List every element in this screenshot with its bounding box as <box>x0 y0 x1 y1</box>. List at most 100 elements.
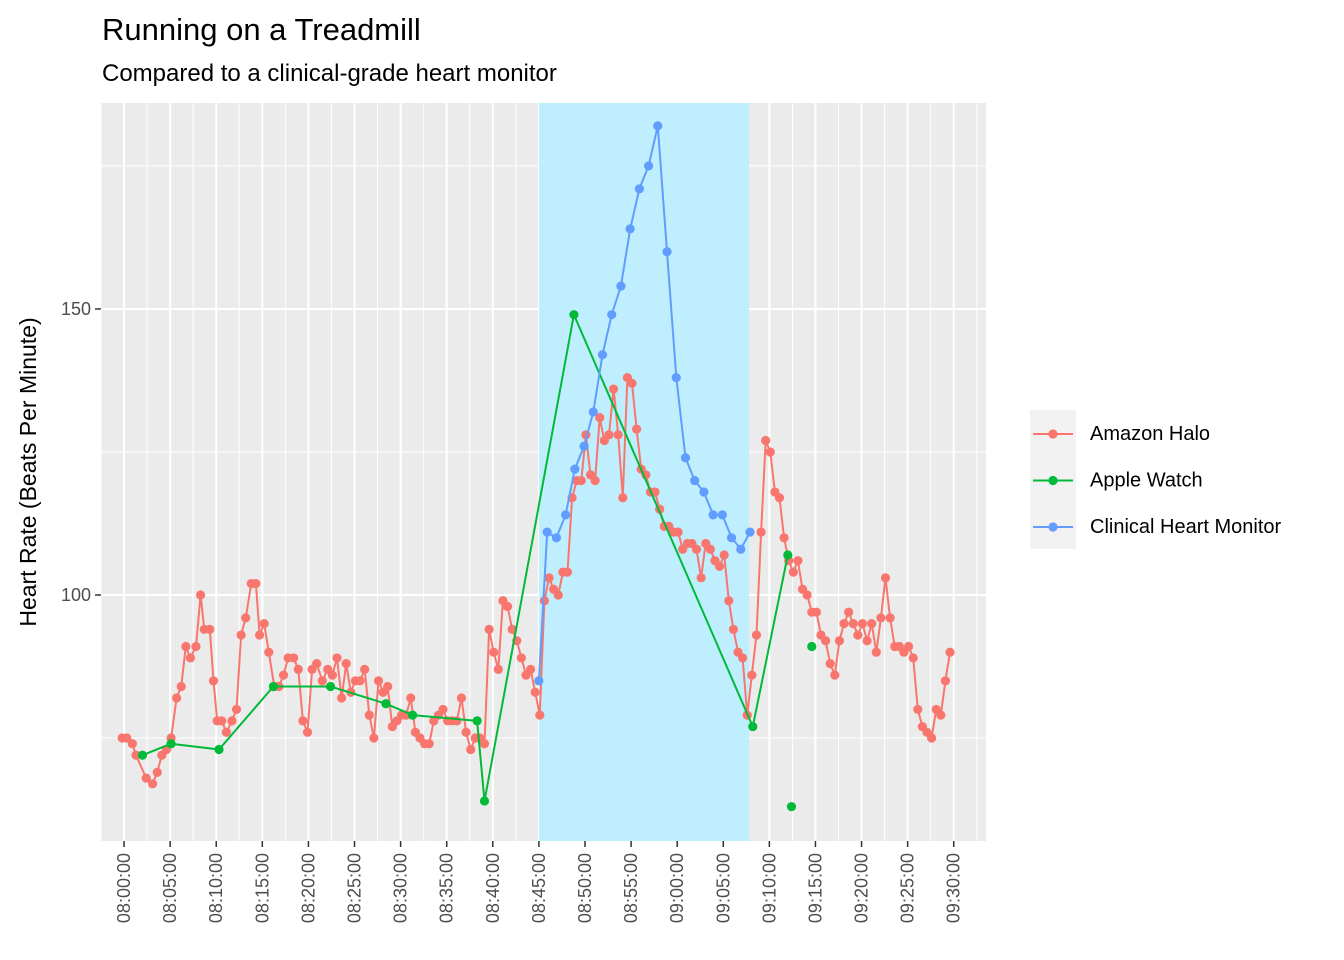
data-point <box>820 636 831 646</box>
data-point <box>341 659 351 669</box>
data-point <box>152 767 162 777</box>
data-point <box>452 716 462 726</box>
legend: Amazon Halo Apple Watch Clinical Heart Mon… <box>1030 410 1282 549</box>
x-tick-label: 09:00:00 <box>667 853 687 923</box>
data-point <box>191 641 201 652</box>
data-point <box>289 653 299 663</box>
data-point <box>181 641 191 652</box>
data-point <box>364 710 374 720</box>
data-point <box>747 670 757 680</box>
data-point <box>671 373 681 383</box>
data-point <box>317 676 327 686</box>
data-point <box>539 596 550 606</box>
data-point <box>736 544 746 554</box>
x-tick-label: 08:35:00 <box>437 853 457 923</box>
data-point <box>719 550 729 560</box>
data-point <box>751 630 762 640</box>
data-point <box>579 441 589 451</box>
data-point <box>530 687 540 697</box>
x-tick-label: 08:20:00 <box>298 853 318 923</box>
series-layer <box>117 121 955 812</box>
data-point <box>945 647 955 657</box>
data-point <box>185 653 196 663</box>
x-tick-label: 09:05:00 <box>713 853 733 923</box>
data-point <box>756 527 766 537</box>
data-point <box>885 613 895 623</box>
data-point <box>360 664 370 674</box>
data-point <box>839 619 849 629</box>
legend-key-point <box>1048 475 1058 486</box>
data-point <box>525 664 536 674</box>
data-point <box>765 447 775 457</box>
data-point <box>472 716 482 726</box>
data-point <box>406 693 416 703</box>
data-point <box>332 653 342 663</box>
x-tick-label: 08:10:00 <box>206 853 226 923</box>
data-point <box>714 561 725 571</box>
data-point <box>779 533 789 543</box>
x-tick-label: 08:00:00 <box>114 853 134 923</box>
data-point <box>613 430 623 440</box>
axes-layer: 08:00:00 08:05:00 08:10:00 08:15:00 08:20:00… <box>61 299 964 923</box>
data-point <box>337 693 347 703</box>
data-point <box>278 670 289 680</box>
data-point <box>940 676 951 686</box>
data-point <box>724 596 734 606</box>
data-point <box>634 184 644 194</box>
data-point <box>327 670 337 680</box>
legend-label: Apple Watch <box>1090 470 1203 492</box>
data-point <box>553 590 563 600</box>
data-point <box>691 544 702 554</box>
data-point <box>148 779 158 789</box>
data-point <box>562 567 573 577</box>
data-point <box>176 681 186 692</box>
data-point <box>217 716 227 726</box>
chart-title: Running on a Treadmill <box>102 12 421 47</box>
y-tick-label: 150 <box>61 299 91 319</box>
data-point <box>208 676 219 686</box>
data-point <box>171 693 182 703</box>
data-point <box>236 630 246 640</box>
data-point <box>251 578 261 589</box>
data-point <box>205 624 215 634</box>
data-point <box>254 630 265 640</box>
data-point <box>381 699 391 709</box>
data-point <box>241 613 251 623</box>
data-point <box>662 247 672 257</box>
data-point <box>561 510 571 520</box>
data-point <box>913 704 923 715</box>
data-point <box>618 493 628 503</box>
series-amazon-halo <box>117 373 955 789</box>
data-point <box>761 435 771 446</box>
data-point <box>293 664 303 674</box>
data-point <box>853 630 863 640</box>
data-point <box>479 796 490 806</box>
data-point <box>576 475 586 486</box>
y-tick-label: 100 <box>61 585 91 605</box>
x-tick-label: 08:05:00 <box>160 853 180 923</box>
chart-subtitle: Compared to a clinical-grade heart monit… <box>102 60 557 87</box>
data-point <box>748 721 758 732</box>
data-point <box>221 727 231 737</box>
data-point <box>597 350 608 360</box>
x-tick-label: 09:10:00 <box>759 853 779 923</box>
data-point <box>489 647 499 657</box>
data-point <box>705 544 715 554</box>
data-point <box>493 664 503 674</box>
data-point <box>627 378 637 388</box>
data-point <box>673 527 683 537</box>
data-point <box>516 653 526 663</box>
data-point <box>717 510 727 520</box>
data-point <box>264 647 274 657</box>
x-tick-label: 08:45:00 <box>529 853 549 923</box>
x-tick-label: 09:15:00 <box>805 853 825 923</box>
data-point <box>825 659 835 669</box>
data-point <box>908 653 918 663</box>
data-point <box>848 619 858 629</box>
data-point <box>137 750 148 760</box>
legend-key-point <box>1048 522 1058 532</box>
data-point <box>807 641 817 652</box>
data-point <box>461 727 471 737</box>
data-point <box>551 533 562 543</box>
data-point <box>867 619 877 629</box>
